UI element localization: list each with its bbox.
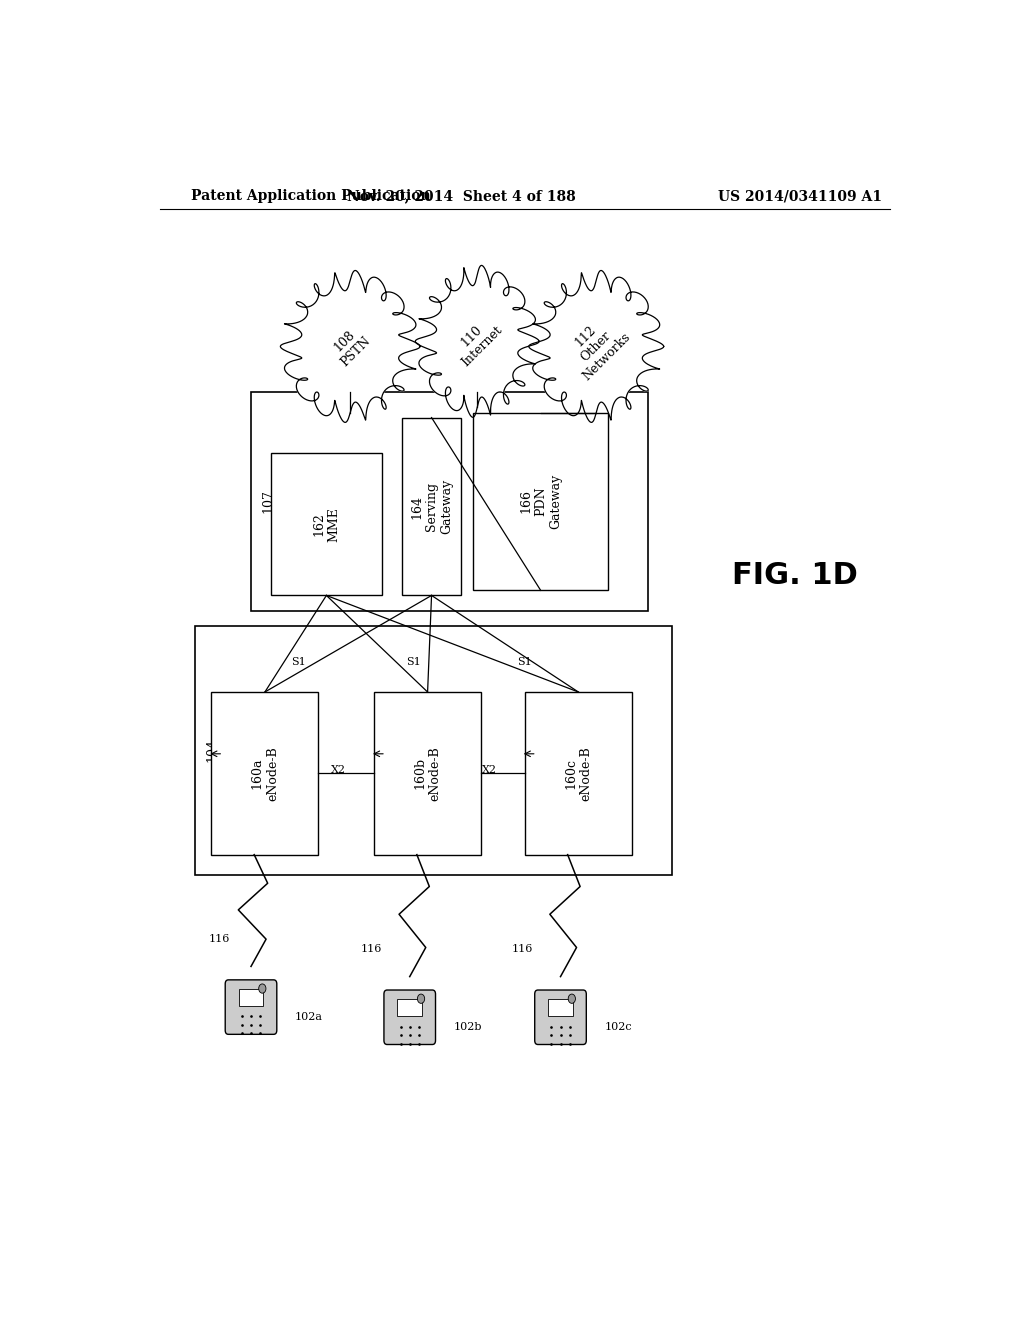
FancyBboxPatch shape — [196, 626, 672, 875]
Circle shape — [418, 994, 425, 1003]
Text: S1: S1 — [407, 656, 421, 667]
Text: 160b
eNode-B: 160b eNode-B — [414, 746, 441, 801]
Polygon shape — [528, 271, 664, 422]
Polygon shape — [281, 271, 420, 422]
FancyBboxPatch shape — [401, 417, 461, 595]
Text: 116: 116 — [360, 944, 382, 954]
Text: FIG. 1D: FIG. 1D — [732, 561, 857, 590]
FancyBboxPatch shape — [535, 990, 587, 1044]
Text: 108
PSTN: 108 PSTN — [328, 323, 373, 370]
FancyBboxPatch shape — [374, 692, 481, 854]
FancyBboxPatch shape — [548, 999, 573, 1016]
Text: 166
PDN
Gateway: 166 PDN Gateway — [519, 474, 562, 529]
Text: 160a
eNode-B: 160a eNode-B — [251, 746, 279, 801]
Text: 107
Core Network: 107 Core Network — [261, 457, 290, 546]
Text: 102c: 102c — [604, 1023, 632, 1032]
Text: 116: 116 — [512, 944, 534, 954]
Text: 112
Other
Networks: 112 Other Networks — [559, 309, 633, 383]
FancyBboxPatch shape — [211, 692, 318, 854]
Text: 160c
eNode-B: 160c eNode-B — [564, 746, 592, 801]
Circle shape — [259, 983, 266, 993]
Circle shape — [568, 994, 575, 1003]
Text: 162
MME: 162 MME — [312, 507, 340, 541]
Text: 102a: 102a — [295, 1012, 323, 1022]
FancyBboxPatch shape — [251, 392, 648, 611]
Text: 164
Serving
Gateway: 164 Serving Gateway — [410, 479, 453, 535]
FancyBboxPatch shape — [239, 989, 263, 1006]
Text: Nov. 20, 2014  Sheet 4 of 188: Nov. 20, 2014 Sheet 4 of 188 — [347, 189, 575, 203]
FancyBboxPatch shape — [384, 990, 435, 1044]
FancyBboxPatch shape — [270, 453, 382, 595]
Text: S1: S1 — [517, 656, 532, 667]
Polygon shape — [416, 265, 539, 417]
Text: 116: 116 — [209, 935, 230, 944]
FancyBboxPatch shape — [524, 692, 632, 854]
Text: US 2014/0341109 A1: US 2014/0341109 A1 — [718, 189, 882, 203]
Text: S1: S1 — [291, 656, 306, 667]
FancyBboxPatch shape — [473, 412, 608, 590]
Text: X2: X2 — [331, 766, 346, 775]
Text: X2: X2 — [481, 766, 497, 775]
Text: Patent Application Publication: Patent Application Publication — [191, 189, 431, 203]
FancyBboxPatch shape — [397, 999, 422, 1016]
Text: 110
Internet: 110 Internet — [449, 313, 506, 370]
FancyBboxPatch shape — [225, 979, 276, 1035]
Text: 104
RAN: 104 RAN — [206, 735, 233, 766]
Text: 102b: 102b — [454, 1023, 482, 1032]
